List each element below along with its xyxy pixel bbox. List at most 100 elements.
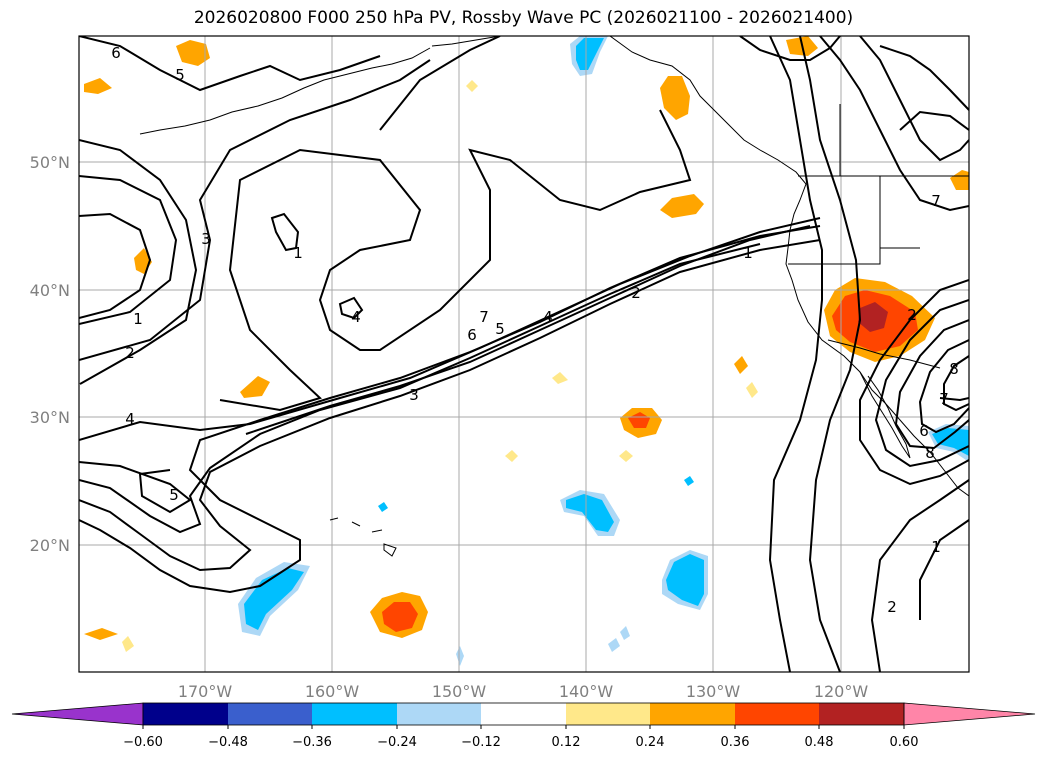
map-frame xyxy=(78,35,970,673)
contour-line xyxy=(79,36,381,92)
positive-anomaly xyxy=(660,76,690,120)
contour-line xyxy=(870,479,969,672)
contour-line xyxy=(894,319,969,450)
contour-label: 4 xyxy=(125,410,135,428)
negative-anomaly xyxy=(576,38,604,70)
colorbar-segment xyxy=(312,703,397,725)
gridlines xyxy=(79,36,969,672)
colorbar-tick-label: −0.24 xyxy=(377,735,417,750)
negative-anomaly xyxy=(244,568,304,630)
colorbar-tick-label: −0.36 xyxy=(292,735,332,750)
contour-label: 4 xyxy=(351,308,361,326)
contour-label: 2 xyxy=(907,306,917,324)
contour-label: 2 xyxy=(631,284,641,302)
negative-anomaly xyxy=(608,638,620,652)
lat-label: 40°N xyxy=(30,281,70,300)
contour-line xyxy=(79,461,192,514)
positive-anomaly xyxy=(660,194,704,218)
contour-line xyxy=(79,59,431,361)
hawaii-islands xyxy=(329,517,397,557)
contour-line xyxy=(219,109,692,412)
positive-anomaly xyxy=(176,40,210,66)
lat-label: 50°N xyxy=(30,153,70,172)
contour-line xyxy=(819,36,969,212)
negative-anomaly xyxy=(620,626,630,640)
contour-line xyxy=(79,139,198,385)
lat-label: 30°N xyxy=(30,408,70,427)
lon-label: 130°W xyxy=(686,682,741,701)
contour-label: 6 xyxy=(467,326,477,344)
contour-line xyxy=(379,36,501,131)
contour-line xyxy=(768,36,823,672)
contour-line xyxy=(79,239,821,572)
contour-label: 5 xyxy=(169,486,179,504)
colorbar-tick-label: −0.60 xyxy=(123,735,163,750)
contour-label: 6 xyxy=(111,44,121,62)
positive-anomaly xyxy=(628,412,650,428)
positive-anomaly xyxy=(84,628,118,640)
colorbar-segment xyxy=(397,703,481,725)
colorbar-segment xyxy=(650,703,735,725)
contour-line xyxy=(899,110,969,131)
contour-line xyxy=(79,175,178,325)
lon-label: 160°W xyxy=(305,682,360,701)
contour-labels: 6 5 3 1 2 4 1 2 4 5 3 6 7 5 4 2 1 7 8 1 … xyxy=(111,44,959,616)
colorbar-extend-low xyxy=(11,702,144,726)
contour-line xyxy=(879,45,969,111)
contour-line xyxy=(943,355,969,412)
contour-label: 3 xyxy=(409,386,419,404)
positive-anomaly xyxy=(552,372,568,384)
alaska-peninsula xyxy=(431,36,501,47)
lon-label: 140°W xyxy=(559,682,614,701)
us-mexico-border xyxy=(827,339,941,369)
longitude-labels: 170°W 160°W 150°W 140°W 130°W 120°W xyxy=(178,682,869,701)
positive-anomaly xyxy=(734,356,748,374)
contour-line xyxy=(799,36,862,672)
colorbar-tick-label: 0.12 xyxy=(552,735,581,750)
contour-line xyxy=(79,212,152,319)
contour-label: 5 xyxy=(495,320,505,338)
contour-label: 7 xyxy=(931,192,941,210)
negative-anomaly xyxy=(666,554,704,606)
negative-anomaly xyxy=(378,502,388,512)
contour-line xyxy=(919,519,969,620)
contour-label: 1 xyxy=(743,244,753,262)
contour-line xyxy=(79,217,821,441)
contour-line xyxy=(739,36,841,61)
colorbar-tick-label: 0.48 xyxy=(805,735,834,750)
colorbar-segment xyxy=(819,703,904,725)
positive-anomaly xyxy=(746,382,758,398)
state-line-1 xyxy=(788,247,920,265)
negative-anomaly xyxy=(566,494,614,532)
positive-anomaly xyxy=(858,302,888,332)
contour-label: 1 xyxy=(931,538,941,556)
contour-line xyxy=(939,397,969,402)
contour-label: 2 xyxy=(887,598,897,616)
contour-line xyxy=(338,296,364,320)
colorbar-tick-label: 0.60 xyxy=(890,735,919,750)
positive-anomaly xyxy=(619,450,633,462)
colorbar-segment xyxy=(735,703,819,725)
colorbar-tick-label: −0.12 xyxy=(461,735,501,750)
colorbar-tick-label: 0.36 xyxy=(721,735,750,750)
contour-line xyxy=(79,243,761,534)
contour-label: 7 xyxy=(939,390,949,408)
pv-contours xyxy=(79,36,969,672)
contour-line xyxy=(245,225,811,435)
lon-label: 170°W xyxy=(178,682,233,701)
positive-anomaly xyxy=(466,80,478,92)
contour-label: 3 xyxy=(201,230,211,248)
colorbar-segment xyxy=(566,703,650,725)
colorbar-segment xyxy=(228,703,312,725)
colorbar: −0.60 −0.48 −0.36 −0.24 −0.12 0.12 0.24 … xyxy=(11,702,1036,750)
contour-label: 8 xyxy=(925,444,935,462)
contour-line xyxy=(859,36,969,162)
positive-anomaly xyxy=(84,78,112,94)
positive-anomaly xyxy=(505,450,518,462)
map-title: 2026020800 F000 250 hPa PV, Rossby Wave … xyxy=(193,8,854,28)
positive-anomaly xyxy=(382,602,418,632)
contour-label: 7 xyxy=(479,308,489,326)
lon-label: 120°W xyxy=(814,682,869,701)
latitude-labels: 50°N 40°N 30°N 20°N xyxy=(30,153,70,555)
aleutian-islands xyxy=(139,47,431,135)
